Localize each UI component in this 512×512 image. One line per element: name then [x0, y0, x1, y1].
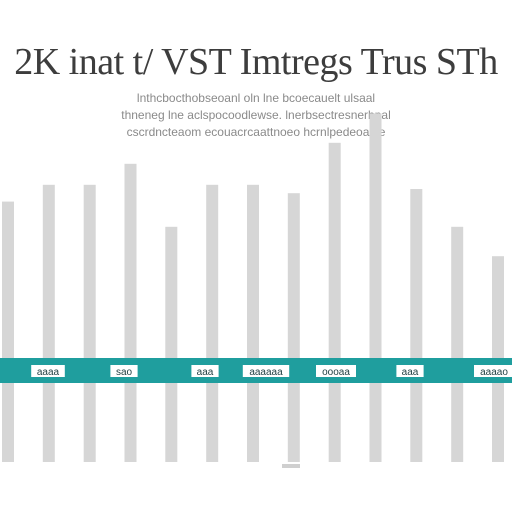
band-label-bg-2 [110, 365, 138, 377]
band-label-2: sao [116, 367, 133, 378]
band-label-3: aaa [197, 367, 214, 378]
band-label-bg-5 [316, 365, 356, 377]
bar-5 [165, 226, 178, 462]
bar-11 [410, 189, 423, 462]
subtitle-line-1: lnthcbocthobseoanl oln lne bcoecauelt ul… [136, 91, 376, 105]
bar-3 [83, 184, 96, 463]
band-label-bg-7 [474, 365, 512, 377]
band-label-5: oooaa [322, 367, 350, 378]
subtitle-line-2: thneneg lne aclspocoodlewse. lnerbsectre… [121, 108, 391, 122]
band-label-7: aaaao [480, 367, 508, 378]
bar-9 [328, 142, 341, 463]
bar-4 [124, 163, 137, 463]
chart-title: 2K inat t/ VST Imtregs Trus STh [14, 41, 498, 83]
band-label-1: aaaa [37, 367, 60, 378]
chart-subtitle: lnthcbocthobseoanl oln lne bcoecauelt ul… [60, 90, 452, 141]
bar-2 [42, 184, 55, 463]
bar-1 [2, 201, 14, 462]
bar-10 [369, 113, 382, 463]
bar-7 [247, 184, 259, 463]
bar-8 [287, 193, 300, 462]
band-label-bg-6 [396, 365, 424, 377]
bar-6 [206, 184, 219, 463]
band-label-bg-4 [242, 365, 290, 377]
band-label-bg-3 [191, 365, 219, 377]
band-label-4: aaaaaa [249, 367, 283, 378]
bars-layer [2, 113, 504, 463]
band-labels-layer: aaaa sao aaa aaaaaa oooaa aaa aaaao [31, 365, 512, 378]
subtitle-line-3: cscrdncteaom ecouacrcaattnoeo hcrnlpedeo… [126, 125, 386, 139]
band-label-6: aaa [402, 367, 419, 378]
band-label-bg-1 [31, 365, 65, 377]
baseline-tick [282, 464, 300, 468]
bar-12 [451, 226, 464, 462]
